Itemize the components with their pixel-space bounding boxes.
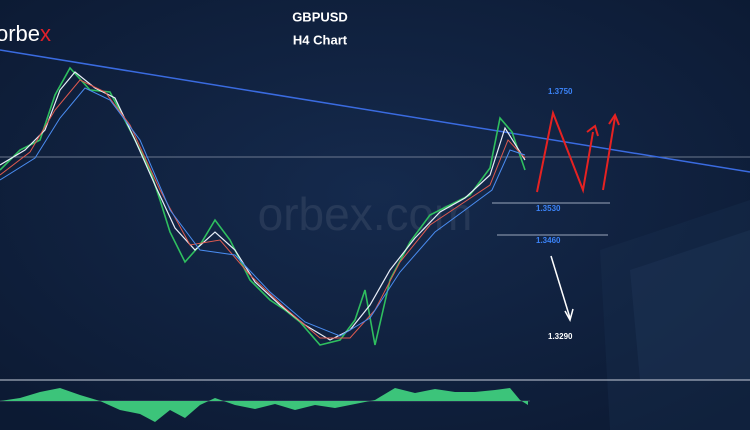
moving-average [0,87,526,337]
decor-panel [600,200,750,430]
scenario-arrow [550,255,571,319]
scenario-arrow [536,109,594,194]
arrow-head [586,124,599,137]
moving-average [0,79,526,339]
level-label: 1.3290 [548,332,573,341]
scenario-arrow [602,116,616,191]
title: GBPUSD [292,9,348,24]
watermark: orbex.com [258,188,473,240]
trend-line [0,49,750,173]
decor-panel [630,230,750,380]
level-label: 1.3460 [536,236,561,245]
subtitle: H4 Chart [293,32,348,47]
price-candles [0,66,526,346]
level-label: 1.3750 [548,87,573,96]
logo: orbex [0,21,51,46]
arrow-head [564,308,574,322]
arrow-head [608,112,620,126]
level-label: 1.3530 [536,204,561,213]
oscillator [0,388,528,422]
